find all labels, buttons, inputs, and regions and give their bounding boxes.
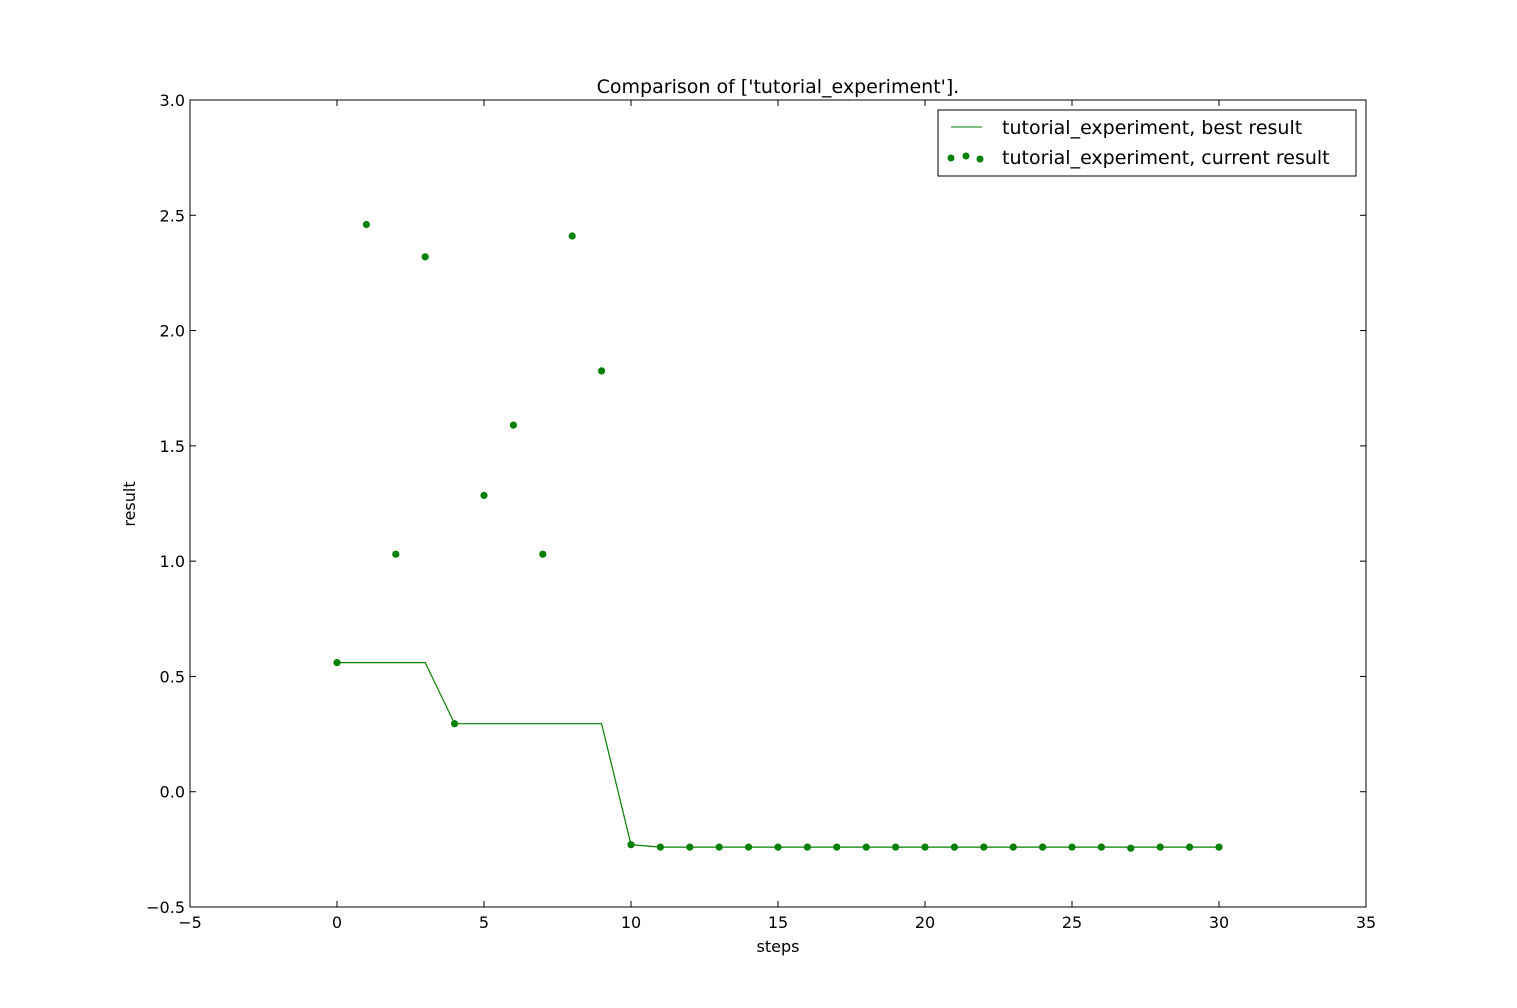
y-axis-label: result [120,481,139,526]
y-tick-label: 3.0 [160,91,185,110]
current-result-point [509,421,517,429]
legend-entry-current-result: tutorial_experiment, current result [1002,147,1330,169]
current-result-point [1127,844,1135,852]
current-result-point [1215,843,1223,851]
current-result-point [1186,843,1194,851]
current-result-point [686,843,694,851]
legend: tutorial_experiment, best result tutoria… [937,109,1357,177]
current-result-point [362,220,370,229]
plot-area: −5 0 5 10 15 20 25 30 35 −0.5 0.0 0.5 1.0 1.5 2.0 2.5 3… [146,91,1376,932]
current-result-point [892,843,900,851]
x-tick-label: 0 [332,913,342,932]
current-result-point [862,843,870,851]
current-result-point [1039,843,1047,851]
y-tick-label: −0.5 [146,898,185,917]
current-result-point [745,843,753,851]
legend-marker-swatch-3 [976,155,984,163]
current-result-point [1009,843,1017,851]
x-tick-label: 10 [621,913,641,932]
current-result-point [568,232,576,240]
current-result-point [480,491,488,499]
x-axis-tick-labels: −5 0 5 10 15 20 25 30 35 [178,913,1376,932]
x-axis-ticks [189,100,1367,907]
x-tick-label: 5 [479,913,489,932]
chart-title: Comparison of ['tutorial_experiment']. [597,76,960,98]
current-result-point [598,367,606,375]
current-result-point [803,843,812,851]
current-result-point [833,843,841,851]
current-result-point [421,253,429,261]
current-result-point [656,843,665,851]
y-tick-label: 0.5 [160,667,185,686]
current-result-point [950,843,959,851]
current-result-point [1068,843,1076,851]
plot-frame [189,99,1367,908]
y-tick-label: 1.0 [160,552,185,571]
current-result-point [1156,843,1164,851]
current-result-point [1097,843,1105,851]
x-tick-label: 15 [768,913,788,932]
y-tick-label: 1.5 [160,437,185,456]
x-tick-label: 20 [915,913,935,932]
legend-marker-swatch-1 [947,154,955,162]
legend-marker-swatch-2 [962,152,970,160]
current-result-point [627,841,635,849]
current-result-point [392,550,400,558]
legend-box [937,109,1357,177]
current-result-point [715,843,723,851]
current-result-series [333,220,1223,852]
y-axis-tick-labels: −0.5 0.0 0.5 1.0 1.5 2.0 2.5 3.0 [146,91,185,917]
y-axis-ticks [190,99,1366,908]
x-tick-label: 25 [1062,913,1082,932]
current-result-point [980,843,988,851]
current-result-point [333,659,341,667]
y-tick-label: 0.0 [160,783,185,802]
x-tick-label: 30 [1209,913,1229,932]
x-axis-label: steps [757,937,800,956]
y-tick-label: 2.0 [160,322,185,341]
current-result-point [774,843,782,851]
y-tick-label: 2.5 [160,206,185,225]
x-tick-label: 35 [1356,913,1376,932]
current-result-point [921,843,929,851]
current-result-point [539,550,547,558]
current-result-point [451,720,459,728]
x-tick-label: −5 [178,913,202,932]
legend-entry-best-result: tutorial_experiment, best result [1002,117,1302,139]
